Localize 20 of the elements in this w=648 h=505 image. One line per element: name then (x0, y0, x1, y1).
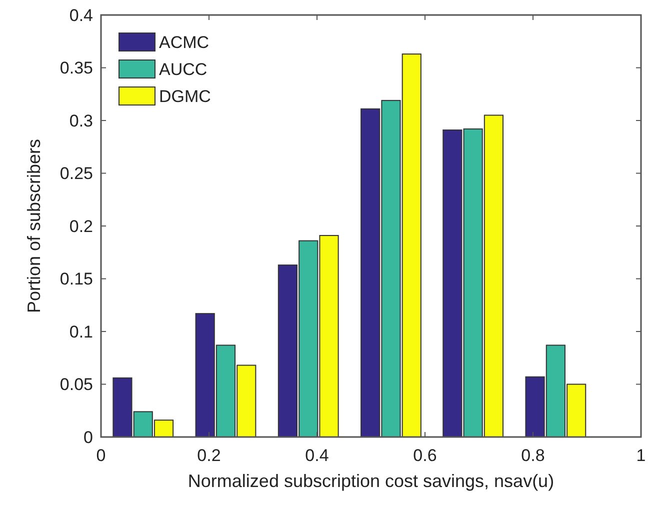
y-tick-label: 0.35 (60, 58, 93, 78)
x-tick-label: 1 (636, 446, 646, 465)
x-tick-label: 0 (96, 446, 106, 465)
y-tick-label: 0.25 (60, 164, 93, 184)
x-tick-label: 0.2 (197, 446, 221, 465)
y-tick-label: 0.4 (69, 6, 93, 25)
x-tick-label: 0.4 (305, 446, 329, 465)
y-tick-label: 0.15 (60, 270, 93, 289)
x-tick-label: 0.8 (521, 446, 545, 465)
legend-label: DGMC (159, 86, 211, 106)
y-tick-label: 0.3 (69, 111, 93, 130)
y-tick-label: 0.2 (69, 216, 93, 236)
y-axis-title: Portion of subscribers (24, 138, 44, 314)
y-tick-label: 0.05 (60, 375, 93, 394)
legend-label: ACMC (159, 32, 210, 52)
y-tick-label: 0 (84, 428, 93, 447)
x-tick-label: 0.6 (413, 446, 437, 465)
x-axis-title: Normalized subscription cost savings, nsav(u) (188, 471, 554, 491)
y-tick-label: 0.1 (69, 322, 93, 342)
legend-label: AUCC (159, 60, 208, 79)
